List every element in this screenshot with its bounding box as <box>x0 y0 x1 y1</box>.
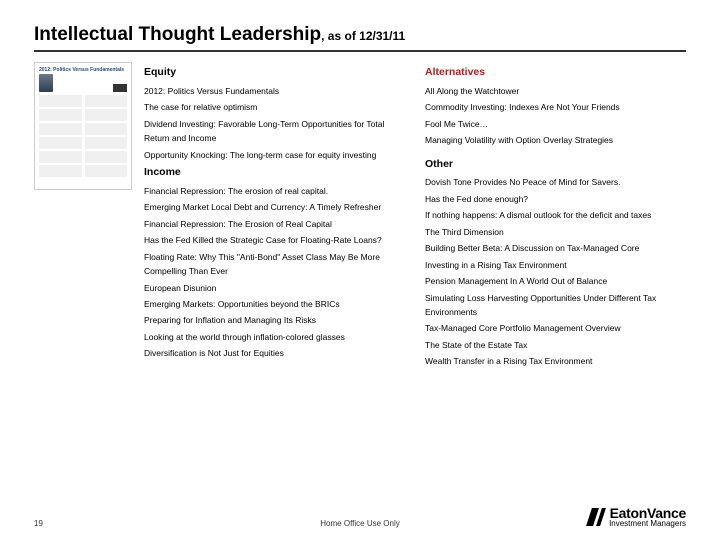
list-item: Building Better Beta: A Discussion on Ta… <box>425 241 686 255</box>
brand-subtitle: Investment Managers <box>609 519 686 528</box>
list-item: Emerging Markets: Opportunities beyond t… <box>144 297 405 311</box>
list-item: European Disunion <box>144 281 405 295</box>
list-item: Pension Management In A World Out of Bal… <box>425 274 686 288</box>
list-item: Has the Fed done enough? <box>425 192 686 206</box>
list-item: Diversification is Not Just for Equities <box>144 346 405 360</box>
list-item: Fool Me Twice… <box>425 117 686 131</box>
list-item: Emerging Market Local Debt and Currency:… <box>144 200 405 214</box>
list-item: Managing Volatility with Option Overlay … <box>425 133 686 147</box>
thumbnail-box: 2012: Politics Versus Fundamentals <box>34 62 132 190</box>
right-column: Alternatives All Along the Watchtower Co… <box>425 62 686 371</box>
list-item: Opportunity Knocking: The long-term case… <box>144 148 405 162</box>
list-item: The case for relative optimism <box>144 100 405 114</box>
slide-title: Intellectual Thought Leadership <box>34 24 321 45</box>
list-item: The State of the Estate Tax <box>425 338 686 352</box>
title-rule <box>34 50 686 52</box>
columns: Equity 2012: Politics Versus Fundamental… <box>144 62 686 371</box>
list-item: Dovish Tone Provides No Peace of Mind fo… <box>425 175 686 189</box>
list-item: All Along the Watchtower <box>425 84 686 98</box>
alternatives-heading: Alternatives <box>425 64 686 82</box>
list-item: Financial Repression: The erosion of rea… <box>144 184 405 198</box>
thumbnail-photo <box>39 74 53 92</box>
list-item: Has the Fed Killed the Strategic Case fo… <box>144 233 405 247</box>
list-item: Looking at the world through inflation-c… <box>144 330 405 344</box>
list-item: Financial Repression: The Erosion of Rea… <box>144 217 405 231</box>
list-item: Investing in a Rising Tax Environment <box>425 258 686 272</box>
list-item: Preparing for Inflation and Managing Its… <box>144 313 405 327</box>
list-item: Simulating Loss Harvesting Opportunities… <box>425 291 686 320</box>
slide: Intellectual Thought Leadership, as of 1… <box>0 0 720 371</box>
list-item: 2012: Politics Versus Fundamentals <box>144 84 405 98</box>
income-heading: Income <box>144 164 405 182</box>
footer-disclaimer: Home Office Use Only <box>320 519 399 528</box>
left-column: Equity 2012: Politics Versus Fundamental… <box>144 62 405 371</box>
list-item: The Third Dimension <box>425 225 686 239</box>
slide-title-suffix: , as of 12/31/11 <box>321 29 405 43</box>
list-item: Tax-Managed Core Portfolio Management Ov… <box>425 321 686 335</box>
page-number: 19 <box>34 519 43 528</box>
brand-logo: EatonVance Investment Managers <box>587 505 686 528</box>
thumbnail-header <box>39 74 127 92</box>
brand-slash-icon <box>587 508 605 526</box>
footer: 19 Home Office Use Only EatonVance Inves… <box>0 505 720 528</box>
list-item: If nothing happens: A dismal outlook for… <box>425 208 686 222</box>
list-item: Wealth Transfer in a Rising Tax Environm… <box>425 354 686 368</box>
brand-block: EatonVance Investment Managers <box>587 505 686 528</box>
content-area: 2012: Politics Versus Fundamentals Equit… <box>34 62 686 371</box>
equity-heading: Equity <box>144 64 405 82</box>
other-heading: Other <box>425 156 686 174</box>
list-item: Floating Rate: Why This "Anti-Bond" Asse… <box>144 250 405 279</box>
title-row: Intellectual Thought Leadership, as of 1… <box>34 24 686 46</box>
thumbnail-logo <box>113 84 127 92</box>
thumbnail-heading: 2012: Politics Versus Fundamentals <box>39 67 127 74</box>
list-item: Commodity Investing: Indexes Are Not You… <box>425 100 686 114</box>
list-item: Dividend Investing: Favorable Long-Term … <box>144 117 405 146</box>
document-thumbnail: 2012: Politics Versus Fundamentals <box>34 62 132 371</box>
